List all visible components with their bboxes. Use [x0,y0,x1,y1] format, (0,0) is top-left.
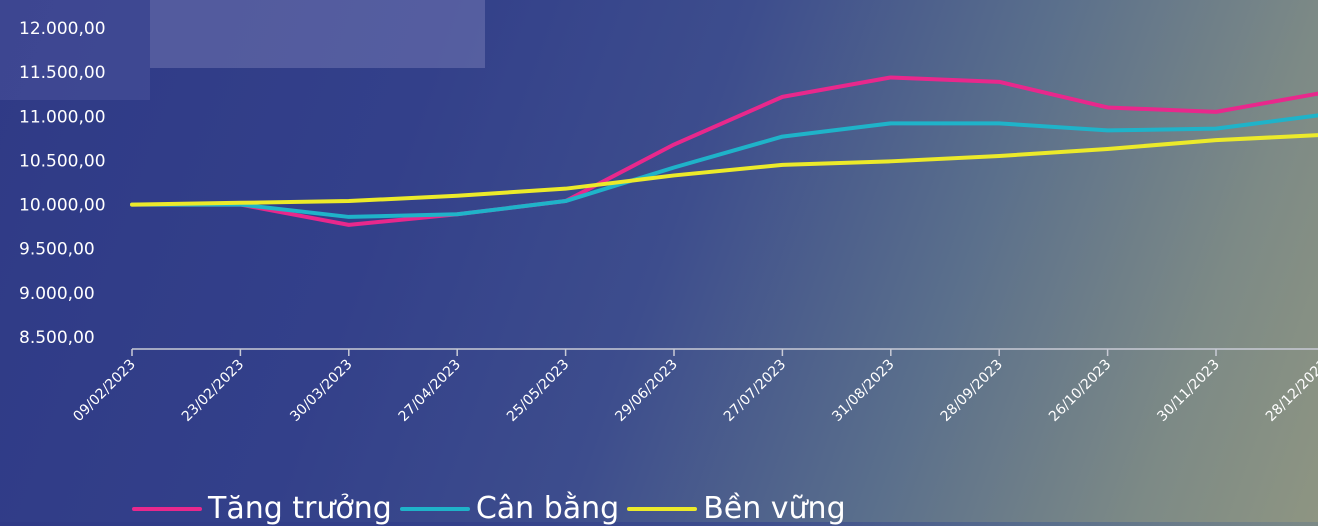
y-tick-label: 9.500,00 [19,240,95,260]
y-axis: 8.500,00 9.000,00 9.500,00 10.000,00 10.500,… [19,19,106,348]
legend-label: Bền vững [703,491,846,526]
legend-label: Tăng trưởng [208,491,392,526]
x-tick-label: 28/09/2023 [938,357,1006,425]
x-tick-label: 30/11/2023 [1154,357,1222,425]
series-line-2 [130,133,1318,207]
x-tick-label: 25/05/2023 [504,357,572,425]
legend-item-ben-vung[interactable]: Bền vững [627,491,846,526]
y-tick-label: 8.500,00 [19,328,95,348]
background-patch [150,0,485,68]
legend: Tăng trưởng Cân bằng Bền vững [132,494,846,524]
y-tick-label: 11.000,00 [19,107,106,127]
legend-swatch [627,507,698,511]
background-patch [0,0,150,100]
y-tick-label: 11.500,00 [19,63,106,83]
x-tick-label: 31/08/2023 [829,357,897,425]
x-tick-label: 29/06/2023 [612,357,680,425]
y-tick-label: 12.000,00 [19,19,106,39]
y-tick-label: 9.000,00 [19,284,95,304]
series-line-0 [130,75,1318,227]
legend-swatch [399,507,470,511]
legend-item-can-bang[interactable]: Cân bằng [399,491,620,526]
x-tick-label: 23/02/2023 [179,357,247,425]
x-tick-label: 27/07/2023 [721,357,789,425]
y-tick-label: 10.500,00 [19,151,106,171]
x-tick-label: 09/02/2023 [70,357,138,425]
x-tick-label: 30/03/2023 [287,357,355,425]
legend-label: Cân bằng [475,491,620,526]
series-group [130,75,1318,227]
x-tick-label: 26/10/2023 [1046,357,1114,425]
x-axis: 09/02/2023 23/02/2023 30/03/2023 27/04/2023… [70,349,1318,425]
x-tick-label: 27/04/2023 [396,357,464,425]
x-tick-label: 28/12/2023 [1263,357,1318,425]
legend-item-tang-truong[interactable]: Tăng trưởng [132,494,392,524]
y-tick-label: 10.000,00 [19,196,106,216]
series-line-1 [130,113,1318,219]
legend-swatch [132,507,202,511]
